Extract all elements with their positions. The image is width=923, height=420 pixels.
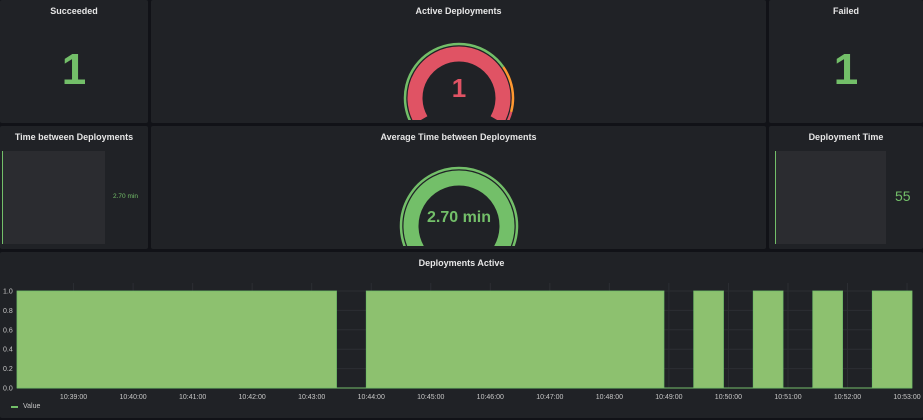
threshold-arc-green: [399, 166, 519, 246]
area-segment: [812, 290, 843, 389]
failed-value: 1: [833, 45, 859, 94]
area-segment: [365, 290, 665, 389]
area-segment: [752, 290, 784, 389]
threshold-arc-orange: [502, 66, 515, 113]
deployment-time-panel: Deployment Time 55: [769, 126, 923, 249]
sparkline-area: [775, 151, 886, 244]
x-tick-label: 10:51:00: [774, 394, 801, 401]
x-tick-label: 10:50:00: [715, 394, 742, 401]
succeeded-value: 1: [61, 45, 87, 94]
avg-time-panel: Average Time between Deployments 2.70 mi…: [151, 126, 766, 249]
x-tick-label: 10:48:00: [596, 394, 623, 401]
x-tick-label: 10:40:00: [119, 394, 146, 401]
avg-time-value: 2.70 min: [427, 209, 491, 226]
y-tick-label: 0.0: [3, 386, 13, 393]
panel-title: Succeeded: [50, 6, 98, 16]
active-deployments-gauge: 1: [403, 42, 515, 120]
y-tick-label: 0.2: [3, 366, 13, 373]
avg-time-gauge: 2.70 min: [399, 166, 519, 246]
x-tick-label: 10:46:00: [477, 394, 504, 401]
y-tick-label: 0.8: [3, 308, 13, 315]
x-tick-label: 10:49:00: [655, 394, 682, 401]
y-tick-label: 0.4: [3, 347, 13, 354]
threshold-arc-green: [403, 42, 505, 120]
x-tick-label: 10:53:00: [893, 394, 920, 401]
gauge-value-arc: [403, 170, 515, 246]
chart-legend: Value: [11, 403, 40, 410]
time-between-panel: Time between Deployments 2.70 min: [0, 126, 148, 249]
deployments-active-chart: 0.0 0.2 0.4 0.6 0.8 1.0 10:39:00 10:40:00 10:41:…: [3, 283, 921, 401]
x-tick-label: 10:39:00: [60, 394, 87, 401]
chart-title: Deployments Active: [418, 258, 505, 268]
deployment-time-value: 55: [895, 188, 911, 204]
failed-panel: Failed 1: [769, 0, 923, 123]
deployments-active-panel: Deployments Active 0.0 0.2 0.4 0.6 0.8 1.0 10:…: [0, 252, 923, 418]
panel-title: Average Time between Deployments: [380, 132, 537, 142]
x-tick-label: 10:45:00: [417, 394, 444, 401]
panel-title: Time between Deployments: [14, 132, 134, 142]
panel-title: Active Deployments: [415, 6, 502, 16]
x-tick-label: 10:41:00: [179, 394, 206, 401]
panel-title: Deployment Time: [808, 132, 884, 142]
legend-label[interactable]: Value: [23, 403, 41, 410]
area-segment: [693, 290, 724, 389]
x-tick-label: 10:44:00: [358, 394, 385, 401]
y-tick-label: 0.6: [3, 327, 13, 334]
gauge-value-arc: [407, 46, 511, 120]
x-tick-label: 10:43:00: [298, 394, 325, 401]
area-segment: [871, 290, 913, 389]
y-tick-label: 1.0: [3, 289, 13, 296]
panel-title: Failed: [832, 6, 859, 16]
succeeded-panel: Succeeded 1: [0, 0, 148, 123]
sparkline-area: [2, 151, 105, 244]
x-tick-label: 10:52:00: [834, 394, 861, 401]
threshold-arc-red: [506, 111, 513, 120]
x-tick-label: 10:42:00: [239, 394, 266, 401]
area-segment: [16, 290, 337, 389]
legend-swatch-icon[interactable]: [11, 405, 18, 408]
time-between-value: 2.70 min: [113, 193, 138, 200]
x-tick-label: 10:47:00: [536, 394, 563, 401]
active-deployments-panel: Active Deployments 1: [151, 0, 766, 123]
active-deployments-value: 1: [452, 73, 466, 103]
